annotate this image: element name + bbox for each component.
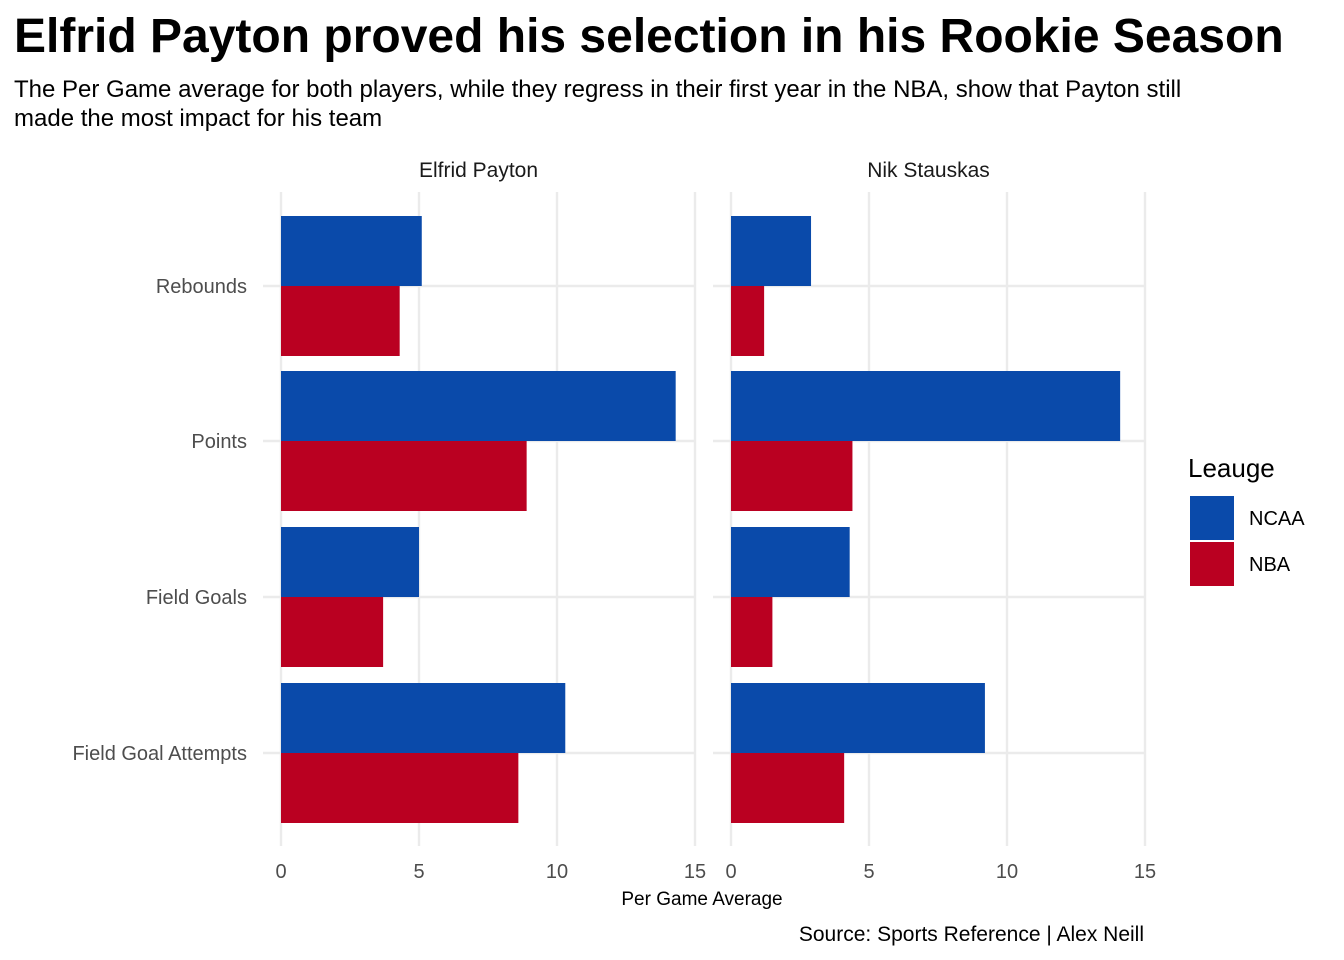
chart-caption: Source: Sports Reference | Alex Neill [799,923,1144,946]
category-labels: Rebounds Points Field Goals Field Goal Atte… [72,276,247,765]
legend-title: Leauge [1188,453,1275,483]
bar-elfrid-payton-field-goal-attempts-nba [281,753,519,823]
bar-elfrid-payton-points-nba [281,441,527,511]
x-tick-label-nik-stauskas-0: 0 [725,861,736,883]
panel-elfrid-payton: Elfrid Payton 0 5 10 15 [263,159,706,883]
bar-elfrid-payton-field-goal-attempts-ncaa [281,683,566,753]
bar-nik-stauskas-rebounds-ncaa [731,216,812,286]
x-tick-label-nik-stauskas-10: 10 [996,861,1018,883]
chart-subtitle: The Per Game average for both players, w… [14,76,1182,132]
x-tick-label-elfrid-payton-10: 10 [546,861,568,883]
legend-key-ncaa [1190,496,1234,540]
x-tick-label-nik-stauskas-15: 15 [1134,861,1156,883]
bar-nik-stauskas-field-goals-ncaa [731,527,850,597]
x-tick-label-elfrid-payton-0: 0 [275,861,286,883]
x-tick-label-elfrid-payton-5: 5 [413,861,424,883]
bar-nik-stauskas-rebounds-nba [731,286,765,356]
legend-label-nba: NBA [1249,554,1291,576]
legend: Leauge NCAA NBA [1188,453,1305,586]
legend-label-ncaa: NCAA [1249,508,1305,530]
bar-nik-stauskas-points-nba [731,441,853,511]
bar-elfrid-payton-points-ncaa [281,371,676,441]
y-tick-label-field-goal-attempts: Field Goal Attempts [72,743,247,765]
legend-key-nba [1190,542,1234,586]
panel-nik-stauskas: Nik Stauskas 0 5 10 15 [713,159,1156,883]
facet-label-nik-stauskas: Nik Stauskas [867,159,990,182]
x-tick-label-elfrid-payton-15: 15 [684,861,706,883]
x-axis-title: Per Game Average [621,889,782,910]
chart-title: Elfrid Payton proved his selection in hi… [14,10,1284,63]
bar-elfrid-payton-rebounds-nba [281,286,400,356]
y-tick-label-field-goals: Field Goals [146,587,247,609]
facet-label-elfrid-payton: Elfrid Payton [419,159,538,182]
y-tick-label-rebounds: Rebounds [156,276,247,298]
bar-elfrid-payton-rebounds-ncaa [281,216,422,286]
bar-elfrid-payton-field-goals-nba [281,597,384,667]
panels-layer: Elfrid Payton 0 5 10 15 Nik Stauskas 0 5 10 15 [263,159,1156,883]
x-tick-label-nik-stauskas-5: 5 [863,861,874,883]
y-tick-label-points: Points [191,431,247,453]
bar-nik-stauskas-field-goal-attempts-nba [731,753,845,823]
bar-nik-stauskas-points-ncaa [731,371,1121,441]
bar-nik-stauskas-field-goal-attempts-ncaa [731,683,985,753]
bar-nik-stauskas-field-goals-nba [731,597,773,667]
bar-elfrid-payton-field-goals-ncaa [281,527,419,597]
